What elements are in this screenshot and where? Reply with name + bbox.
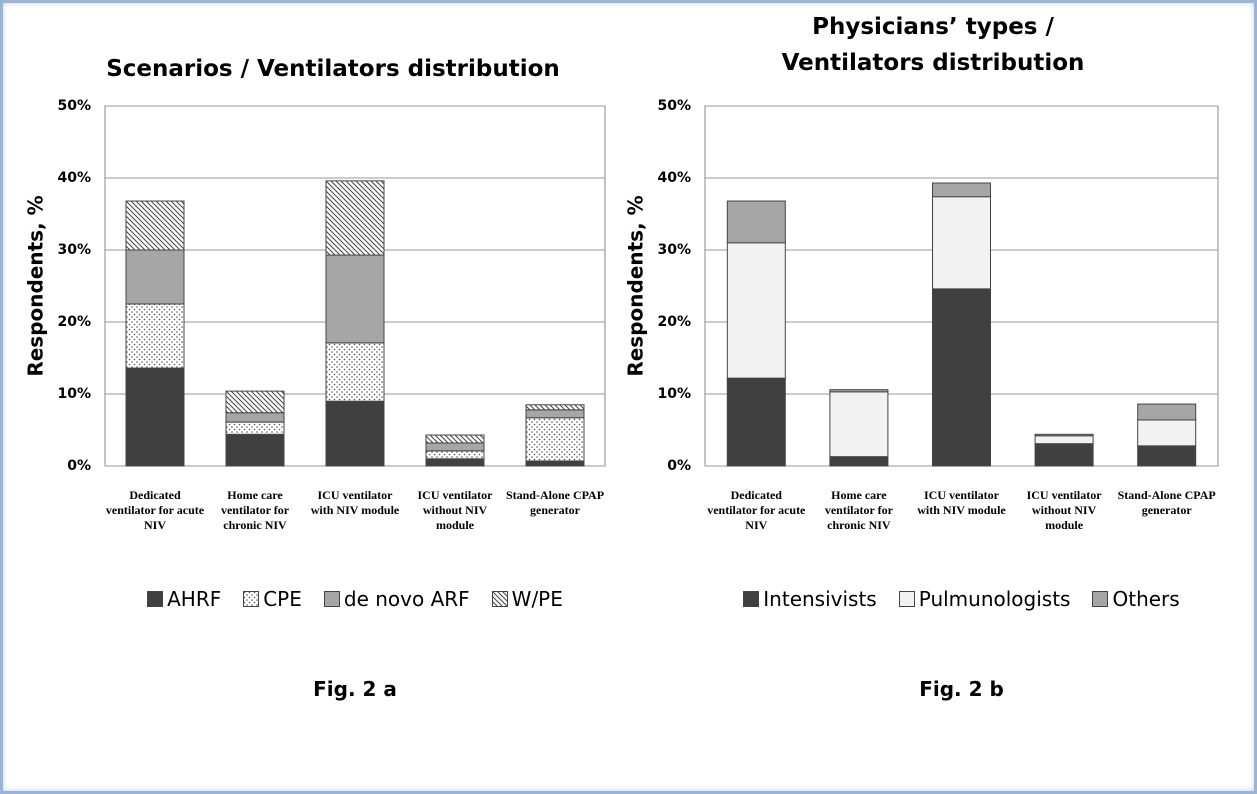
bar-segment bbox=[425, 434, 485, 444]
bar-segment bbox=[125, 200, 185, 251]
x-tick-label: Dedicated ventilator for acute NIV bbox=[105, 488, 205, 532]
bar-segment bbox=[225, 433, 285, 467]
legend-item: CPE bbox=[243, 587, 302, 611]
legend-item: Others bbox=[1092, 587, 1180, 611]
bar-segment bbox=[932, 196, 991, 290]
bar-segment bbox=[525, 417, 585, 462]
bar-segment bbox=[125, 249, 185, 305]
bar-segment bbox=[425, 450, 485, 460]
bar-segment bbox=[829, 389, 889, 393]
bar-segment bbox=[125, 303, 185, 369]
x-tick-label: ICU ventilator with NIV module bbox=[917, 488, 1006, 517]
legend-item: AHRF bbox=[147, 587, 221, 611]
legend-swatch-box bbox=[243, 591, 260, 607]
legend-swatch-box bbox=[147, 591, 164, 607]
x-tick-label: Dedicated ventilator for acute NIV bbox=[707, 488, 806, 532]
y-axis-label: Respondents, % bbox=[24, 195, 48, 376]
charts: 0% 10% 20% 30% 40% 50% Respondents, % 0% 10% 20% 3… bbox=[24, 98, 1219, 474]
y-tick-label: 20% bbox=[657, 314, 691, 330]
chart-title: Scenarios / Ventilators distribution bbox=[106, 56, 560, 82]
y-tick-label: 0% bbox=[667, 458, 691, 474]
legend-item: Pulmunologists bbox=[898, 587, 1071, 611]
y-tick-label: 40% bbox=[57, 170, 91, 186]
x-tick-label: Home care ventilator for chronic NIV bbox=[220, 488, 290, 532]
legend-label: Others bbox=[1112, 587, 1180, 611]
bar-segment bbox=[829, 391, 889, 458]
bar-segment bbox=[225, 412, 285, 423]
bar-segment bbox=[829, 456, 889, 467]
chart-title: Physicians’ types / Ventilators distribu… bbox=[781, 14, 1085, 76]
y-tick-label: 10% bbox=[657, 386, 691, 402]
legend-swatch bbox=[743, 591, 760, 607]
legend-label: Intensivists bbox=[763, 587, 877, 611]
y-tick-label: 50% bbox=[657, 98, 691, 114]
caption: Fig. 2 a bbox=[313, 677, 397, 701]
y-tick-label: 50% bbox=[57, 98, 91, 114]
y-tick-label: 10% bbox=[57, 386, 91, 402]
bar-segment bbox=[726, 242, 786, 379]
bar-segment bbox=[1137, 445, 1197, 467]
x-tick-label: ICU ventilator with NIV module bbox=[310, 488, 400, 517]
x-tick-label: Home care ventilator for chronic NIV bbox=[824, 488, 893, 532]
legend-label: de novo ARF bbox=[343, 587, 470, 611]
x-tick-label: ICU ventilator without NIV module bbox=[1026, 488, 1102, 532]
y-tick-label: 0% bbox=[67, 458, 91, 474]
bar-segment bbox=[1137, 419, 1197, 447]
bar-segment bbox=[325, 400, 385, 467]
legend-item: de novo ARF bbox=[323, 587, 470, 611]
y-tick-label: 30% bbox=[657, 242, 691, 258]
bar-segment bbox=[325, 342, 385, 402]
legend-swatch bbox=[323, 591, 340, 607]
bar-segment bbox=[425, 458, 485, 467]
bar-segment bbox=[1034, 433, 1094, 437]
bar-segment bbox=[225, 390, 285, 414]
x-tick-label: ICU ventilator without NIV module bbox=[417, 488, 493, 532]
legend-label: Pulmunologists bbox=[918, 587, 1071, 611]
y-tick-label: 20% bbox=[57, 314, 91, 330]
bar-segment bbox=[525, 409, 585, 419]
legend: Intensivists Pulmunologists Others bbox=[705, 587, 1218, 611]
legend-swatch-box bbox=[1092, 591, 1109, 607]
legend-swatch-box bbox=[491, 591, 508, 607]
bar-segment bbox=[325, 180, 385, 256]
legend-item: Intensivists bbox=[743, 587, 877, 611]
y-axis-label: Respondents, % bbox=[624, 195, 648, 376]
legend-item: W/PE bbox=[491, 587, 563, 611]
bar-segment bbox=[932, 288, 991, 467]
bar-segment bbox=[1034, 435, 1094, 445]
y-tick-label: 30% bbox=[57, 242, 91, 258]
legend-swatch-box bbox=[898, 591, 915, 607]
bar-segment bbox=[1137, 403, 1197, 421]
legend-swatch bbox=[147, 591, 164, 607]
bar-segment bbox=[525, 404, 585, 411]
legend-swatch bbox=[1092, 591, 1109, 607]
legend-swatch bbox=[898, 591, 915, 607]
bar-segment bbox=[726, 377, 786, 467]
legend-label: W/PE bbox=[511, 587, 563, 611]
bar-segment bbox=[225, 421, 285, 435]
legend-swatch bbox=[243, 591, 260, 607]
bar-segment bbox=[425, 442, 485, 452]
legend-label: AHRF bbox=[167, 587, 222, 611]
legend-swatch-box bbox=[323, 591, 340, 607]
bar-segment bbox=[525, 460, 585, 467]
bar-segment bbox=[325, 254, 385, 344]
x-tick-label: Stand-Alone CPAP generator bbox=[1117, 488, 1216, 517]
x-tick-label: Stand-Alone CPAP generator bbox=[505, 488, 605, 517]
bar-segment bbox=[726, 200, 786, 244]
legend-swatch bbox=[491, 591, 508, 607]
legend-label: CPE bbox=[263, 587, 302, 611]
legend: AHRF CPE de novo ARF W/PE bbox=[105, 587, 605, 611]
y-tick-label: 40% bbox=[657, 170, 691, 186]
bar-segment bbox=[932, 182, 991, 198]
caption: Fig. 2 b bbox=[919, 677, 1004, 701]
legend-swatch-box bbox=[743, 591, 760, 607]
bar-segment bbox=[125, 367, 185, 467]
bar-segment bbox=[1034, 443, 1094, 467]
